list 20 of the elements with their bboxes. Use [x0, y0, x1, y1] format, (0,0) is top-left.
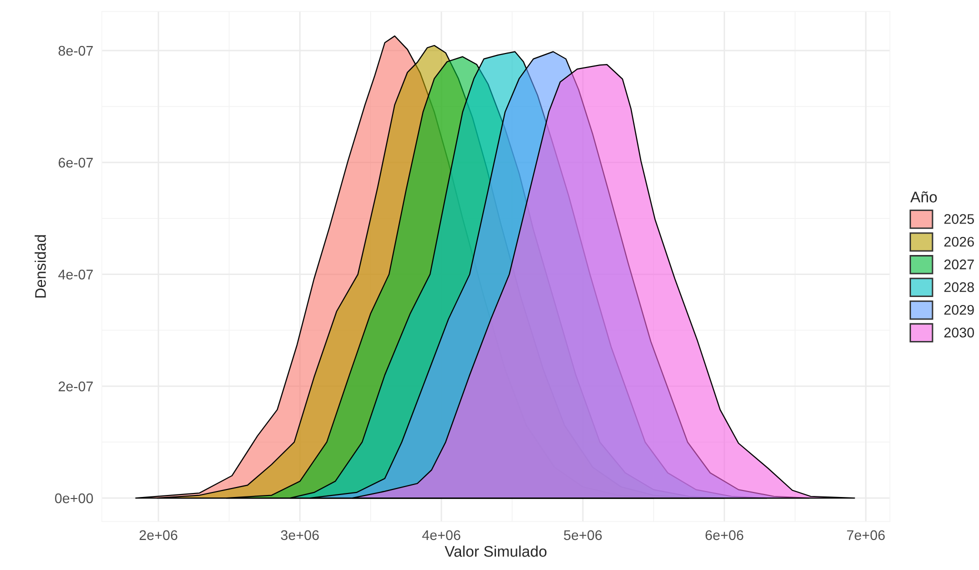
legend-label: 2027 [944, 260, 974, 270]
x-tick-label: 6e+06 [706, 530, 744, 540]
legend-label: 2028 [944, 282, 974, 292]
y-tick-label: 6e-07 [58, 158, 93, 168]
y-tick-label: 8e-07 [58, 46, 93, 56]
legend-label: 2026 [944, 236, 974, 247]
x-tick-label: 4e+06 [422, 530, 460, 540]
legend-title: Año [910, 191, 937, 202]
legend-label: 2029 [944, 304, 974, 315]
legend-label: 2025 [944, 214, 974, 224]
y-tick-label: 2e-07 [58, 382, 93, 392]
y-tick-label: 4e-07 [58, 270, 93, 280]
x-tick-label: 5e+06 [564, 530, 602, 540]
x-tick-label: 3e+06 [280, 530, 319, 540]
x-axis-title: Valor Simulado [444, 546, 546, 557]
legend-label: 2030 [944, 328, 974, 338]
y-axis-title: Densidad [34, 235, 46, 298]
x-tick-label: 7e+06 [847, 530, 885, 540]
x-tick-label: 2e+06 [140, 530, 178, 540]
y-tick-label: 0e+00 [55, 493, 93, 504]
